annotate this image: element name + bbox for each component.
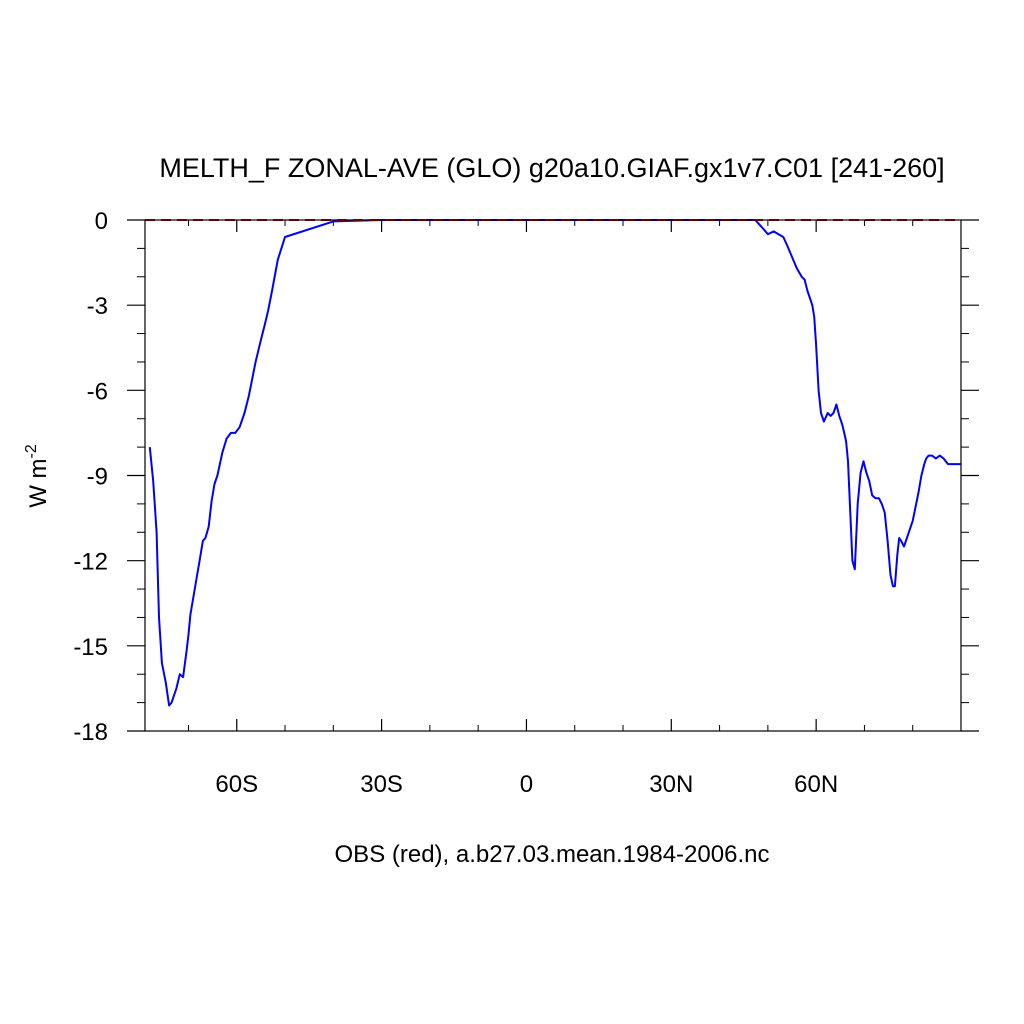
y-tick-label: -3 xyxy=(87,293,108,320)
y-tick-label: -15 xyxy=(73,634,108,661)
plot-frame xyxy=(144,219,962,732)
y-axis-label-exponent: -2 xyxy=(23,444,40,458)
y-tick-label: -9 xyxy=(87,464,108,491)
y-tick-label: -18 xyxy=(73,719,108,746)
tick-marks xyxy=(127,219,979,732)
chart-title: MELTH_F ZONAL-AVE (GLO) g20a10.GIAF.gx1v… xyxy=(159,153,944,183)
tick-labels: 60S 30S 0 30N 60N 0 -3 -6 -9 -12 -15 -18 xyxy=(73,208,838,798)
x-axis-caption: OBS (red), a.b27.03.mean.1984-2006.nc xyxy=(335,841,770,868)
y-axis-label: W m-2 xyxy=(23,444,52,508)
series-line-model-blue xyxy=(148,219,961,707)
x-tick-label: 60N xyxy=(794,771,838,798)
x-tick-label: 0 xyxy=(520,771,533,798)
y-axis-label-text: W m xyxy=(25,458,52,507)
x-tick-label: 30S xyxy=(360,771,403,798)
y-tick-label: -6 xyxy=(87,378,108,405)
x-tick-label: 30N xyxy=(649,771,693,798)
y-tick-label: 0 xyxy=(95,208,108,235)
y-tick-label: -12 xyxy=(73,549,108,576)
x-tick-label: 60S xyxy=(215,771,258,798)
data-series xyxy=(145,219,961,707)
